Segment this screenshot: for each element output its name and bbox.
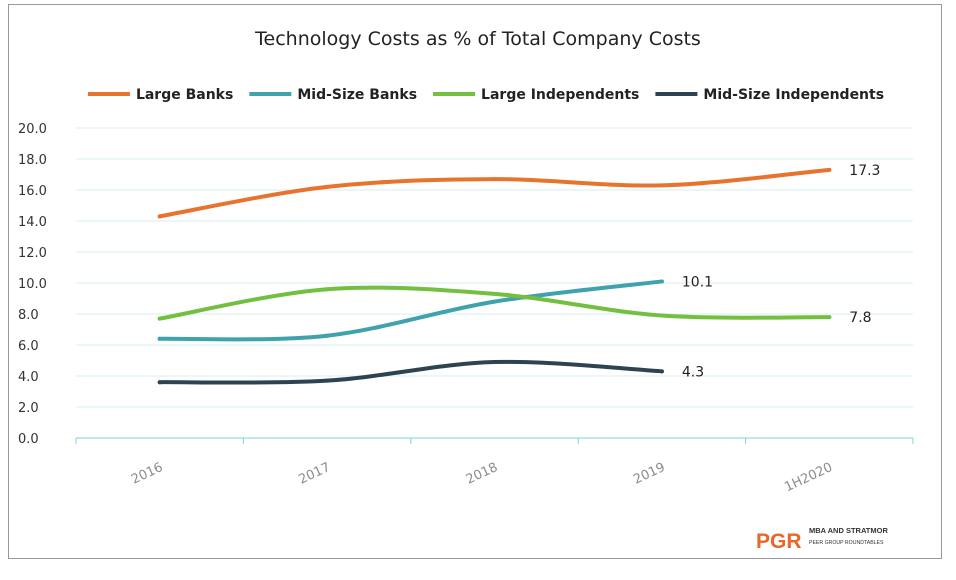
legend: Large Banks Mid-Size Banks Large Independe… (87, 87, 884, 103)
data-point-mid-size-banks (157, 336, 162, 341)
chart-title: Technology Costs as % of Total Company C… (255, 28, 701, 50)
y-tick-label: 8.0 (18, 308, 39, 323)
y-tick-label: 12.0 (18, 246, 47, 261)
pgr-logo: PGR MBA AND STRATMOR PEER GROUP ROUNDTAB… (756, 526, 888, 553)
y-axis-ticks: 0.0 2.0 4.0 6.0 8.0 10.0 12.0 14.0 16.0 18.0 20.0 (18, 122, 47, 447)
gridlines (76, 127, 913, 408)
data-point-mid-size-banks (492, 299, 497, 304)
x-axis: 2016 2017 2018 2019 1H2020 (75, 437, 914, 495)
end-label-mid-size-banks: 10.1 (682, 274, 713, 290)
data-point-large-banks (659, 183, 664, 188)
series-line-mid-size-independents (157, 359, 664, 385)
logo-mark: PGR (756, 530, 802, 553)
data-point-mid-size-independents (157, 380, 162, 385)
legend-label-mid-size-independents: Mid-Size Independents (703, 87, 884, 103)
x-tick-label: 2018 (464, 460, 500, 488)
data-point-large-independents (659, 313, 664, 318)
legend-label-large-independents: Large Independents (481, 87, 639, 103)
y-tick-label: 0.0 (18, 432, 39, 447)
legend-label-mid-size-banks: Mid-Size Banks (297, 87, 417, 103)
x-tick-label: 2017 (296, 460, 332, 488)
end-label-large-independents: 7.8 (849, 310, 871, 326)
data-point-mid-size-banks (659, 279, 664, 284)
x-tick-label: 2016 (129, 460, 165, 488)
x-tick-label: 2019 (631, 460, 667, 488)
legend-label-large-banks: Large Banks (136, 87, 233, 103)
data-point-large-banks (492, 177, 497, 182)
end-label-large-banks: 17.3 (849, 163, 880, 179)
end-label-mid-size-independents: 4.3 (682, 364, 704, 380)
data-point-large-independents (325, 287, 330, 292)
data-point-mid-size-independents (325, 378, 330, 383)
data-point-large-independents (157, 316, 162, 321)
data-point-large-banks (157, 214, 162, 219)
data-point-mid-size-banks (325, 333, 330, 338)
series-line-large-banks (157, 167, 832, 219)
data-point-large-banks (325, 184, 330, 189)
data-point-mid-size-independents (492, 360, 497, 365)
x-tick-label: 1H2020 (782, 460, 835, 495)
y-tick-label: 20.0 (18, 122, 47, 137)
data-point-mid-size-independents (659, 369, 664, 374)
data-point-large-independents (827, 315, 832, 320)
logo-line1: MBA AND STRATMOR (809, 526, 888, 535)
series-lines (157, 167, 832, 385)
y-tick-label: 4.0 (18, 370, 39, 385)
y-tick-label: 6.0 (18, 339, 39, 354)
y-tick-label: 10.0 (18, 277, 47, 292)
y-tick-label: 14.0 (18, 215, 47, 230)
chart-frame (8, 4, 942, 559)
end-labels: 17.3 10.1 7.8 4.3 (682, 163, 881, 381)
y-tick-label: 18.0 (18, 153, 47, 168)
logo-line2: PEER GROUP ROUNDTABLES (809, 540, 884, 546)
y-tick-label: 16.0 (18, 184, 47, 199)
y-tick-label: 2.0 (18, 401, 39, 416)
series-line-mid-size-banks (157, 279, 664, 342)
data-point-large-banks (827, 167, 832, 172)
data-point-large-independents (492, 291, 497, 296)
